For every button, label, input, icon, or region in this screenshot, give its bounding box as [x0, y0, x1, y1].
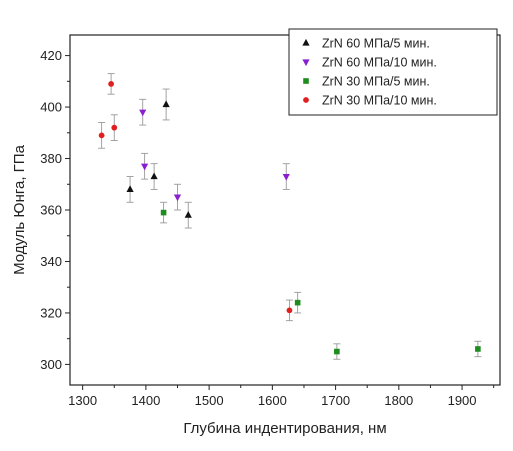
- legend-box: [288, 28, 498, 116]
- data-point: [286, 307, 293, 314]
- data-point: [184, 211, 192, 218]
- legend-marker: [302, 59, 310, 67]
- y-tick-label: 380: [40, 151, 62, 166]
- legend-label: ZrN 60 МПа/10 мин.: [322, 56, 437, 70]
- data-points: [98, 73, 482, 360]
- data-point: [98, 132, 105, 139]
- data-point: [139, 109, 147, 117]
- data-point: [282, 173, 290, 181]
- x-tick-label: 1300: [68, 393, 97, 408]
- y-tick-label: 320: [40, 305, 62, 320]
- x-tick-label: 1700: [321, 393, 350, 408]
- y-tick-label: 420: [40, 48, 62, 63]
- y-tick-label: 300: [40, 357, 62, 372]
- x-tick-label: 1400: [131, 393, 160, 408]
- y-tick-label: 360: [40, 203, 62, 218]
- series-1: [126, 88, 192, 229]
- x-tick-label: 1600: [258, 393, 287, 408]
- y-axis: 300 320 340 360 380 400 420: [40, 48, 70, 372]
- data-point: [334, 348, 340, 355]
- y-axis-title: Модуль Юнга, ГПа: [11, 144, 28, 274]
- data-point: [294, 299, 301, 306]
- data-point: [111, 124, 118, 131]
- x-axis-title: Глубина индентирования, нм: [183, 420, 386, 437]
- y-tick-label: 400: [40, 100, 62, 115]
- series-3: [160, 201, 482, 360]
- legend-label: ZrN 30 МПа/10 мин.: [322, 94, 437, 108]
- series-4: [98, 73, 293, 322]
- data-point: [475, 346, 481, 352]
- legend-label: ZrN 60 МПа/5 мин.: [322, 37, 430, 51]
- data-point: [108, 80, 115, 87]
- data-point: [160, 209, 167, 216]
- x-axis: 1300 1400 1500 1600 1700 1800 1900: [68, 385, 495, 408]
- legend-marker: [303, 97, 309, 103]
- y-tick-label: 340: [40, 254, 62, 269]
- legend: ZrN 60 МПа/5 мин. ZrN 60 МПа/10 мин. ZrN 3…: [288, 28, 498, 116]
- series-2: [139, 98, 290, 211]
- x-tick-label: 1500: [195, 393, 224, 408]
- data-point: [150, 172, 158, 180]
- legend-label: ZrN 30 МПа/5 мин.: [322, 75, 430, 89]
- data-point: [162, 100, 170, 108]
- legend-marker: [303, 78, 309, 84]
- x-tick-label: 1800: [384, 393, 413, 408]
- x-tick-label: 1900: [448, 393, 477, 408]
- data-point: [126, 185, 134, 193]
- data-point: [173, 194, 182, 202]
- legend-marker: [302, 38, 310, 46]
- data-point: [141, 163, 149, 171]
